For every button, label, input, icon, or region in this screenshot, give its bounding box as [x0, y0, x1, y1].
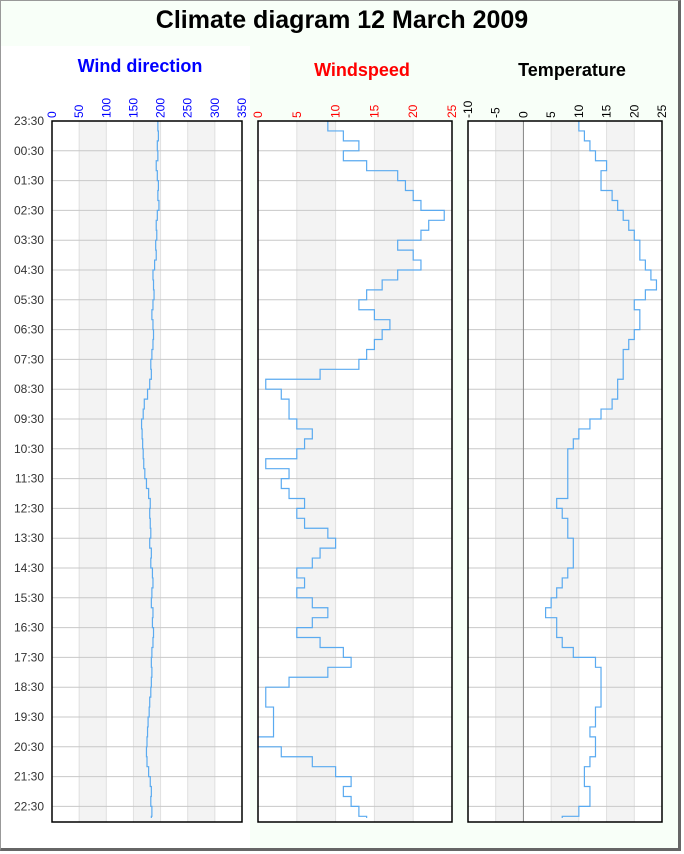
x-tick-label: -5	[489, 107, 503, 118]
x-tick-label: 0	[45, 111, 59, 118]
x-tick-label: 100	[99, 98, 113, 118]
time-tick-label: 07:30	[14, 352, 44, 366]
temperature-title: Temperature	[518, 60, 626, 80]
x-tick-label: 0	[251, 111, 265, 118]
shaded-band	[296, 121, 336, 822]
x-tick-label: 300	[208, 98, 222, 118]
x-tick-label: 20	[627, 104, 641, 118]
x-tick-label: 15	[367, 104, 381, 118]
data-series-line	[140, 121, 160, 818]
plot-border	[467, 120, 663, 823]
time-tick-label: 19:30	[14, 710, 44, 724]
shaded-band	[133, 121, 161, 822]
x-tick-label: 150	[126, 98, 140, 118]
shaded-band	[374, 121, 414, 822]
time-tick-label: 09:30	[14, 412, 44, 426]
plot-border	[51, 120, 243, 823]
time-tick-label: 13:30	[14, 531, 44, 545]
x-tick-label: 5	[544, 111, 558, 118]
time-tick-label: 06:30	[14, 323, 44, 337]
x-tick-label: 10	[329, 104, 343, 118]
x-tick-label: 50	[72, 104, 86, 118]
plot-border	[257, 120, 453, 823]
x-tick-label: 10	[572, 104, 586, 118]
time-tick-label: 17:30	[14, 650, 44, 664]
x-tick-label: 20	[406, 104, 420, 118]
time-tick-label: 22:30	[14, 799, 44, 813]
x-tick-label: 200	[154, 98, 168, 118]
x-tick-label: 25	[445, 104, 459, 118]
time-tick-label: 20:30	[14, 740, 44, 754]
data-series-line	[257, 121, 445, 818]
x-tick-label: 250	[181, 98, 195, 118]
time-tick-label: 18:30	[14, 680, 44, 694]
windspeed-title: Windspeed	[314, 60, 410, 80]
time-tick-label: 11:30	[15, 472, 44, 486]
data-series-line	[545, 121, 658, 818]
panel-1: 0 5 10 15 20 25	[251, 104, 459, 823]
plot-area	[258, 121, 452, 822]
time-tick-label: 23:30	[14, 114, 44, 128]
chart-title: Climate diagram 12 March 2009	[155, 6, 529, 34]
wind-direction-title: Wind direction	[77, 56, 203, 76]
shaded-band	[79, 121, 107, 822]
time-tick-label: 03:30	[14, 233, 44, 247]
x-tick-label: -10	[461, 100, 475, 118]
time-tick-label: 05:30	[14, 293, 44, 307]
shaded-band	[551, 121, 579, 822]
x-tick-label: 0	[516, 111, 530, 118]
shaded-band	[187, 121, 215, 822]
time-tick-label: 14:30	[14, 561, 44, 575]
x-tick-label: 350	[235, 98, 249, 118]
time-tick-label: 04:30	[14, 263, 44, 277]
time-tick-label: 00:30	[14, 144, 44, 158]
panel-0: 0 50 100 150 200 250 300 350	[45, 98, 249, 823]
time-tick-label: 15:30	[14, 591, 44, 605]
x-tick-label: 25	[655, 104, 669, 118]
shaded-band	[606, 121, 635, 822]
time-tick-label: 08:30	[14, 382, 44, 396]
time-tick-label: 02:30	[14, 203, 44, 217]
panel-2: -10 -5 0 5 10 15 20 25	[461, 100, 669, 823]
x-tick-label: 15	[600, 104, 614, 118]
shaded-band	[495, 121, 524, 822]
time-tick-label: 21:30	[14, 770, 44, 784]
time-tick-label: 10:30	[14, 442, 44, 456]
time-tick-label: 12:30	[14, 501, 44, 515]
time-tick-label: 01:30	[14, 174, 44, 188]
x-tick-label: 5	[290, 111, 304, 118]
time-tick-label: 16:30	[14, 621, 44, 635]
